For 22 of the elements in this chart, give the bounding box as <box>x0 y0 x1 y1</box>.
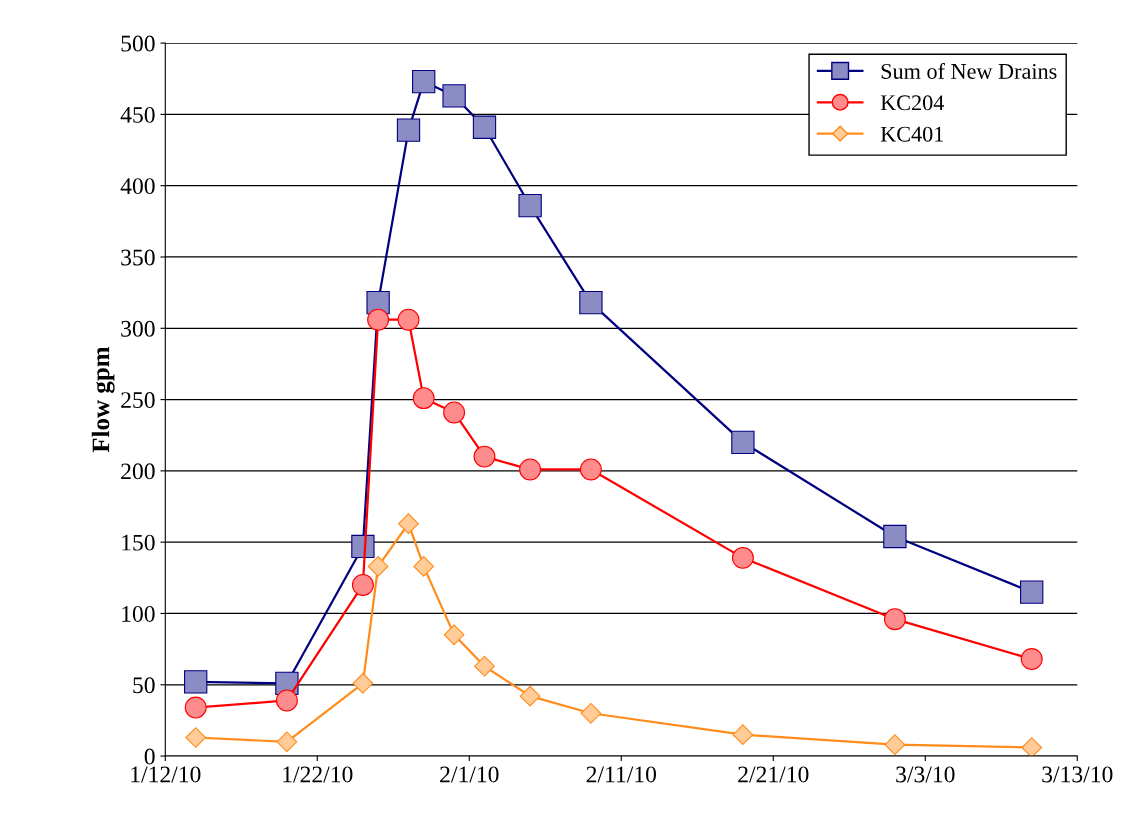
x-tick-label: 2/1/10 <box>440 766 499 783</box>
y-tick-label: 350 <box>121 249 155 266</box>
y-tick-label: 450 <box>120 106 155 123</box>
x-tick-label: 1/12/10 <box>131 766 201 783</box>
y-tick-label: 150 <box>122 534 155 551</box>
legend-label: Sum of New Drains <box>881 63 1057 79</box>
y-tick-label: 0 <box>144 748 155 765</box>
y-tick-label: 200 <box>121 463 155 480</box>
y-tick-label: 250 <box>121 392 155 408</box>
x-tick-label: 3/3/10 <box>896 766 955 783</box>
y-tick-label: 500 <box>121 35 155 52</box>
y-tick-label: 400 <box>120 178 155 195</box>
y-tick-label: 300 <box>121 320 155 337</box>
y-axis-title: Flow gpm <box>91 346 115 453</box>
x-tick-label: 3/13/10 <box>1042 766 1113 783</box>
y-tick-label: 100 <box>122 605 155 622</box>
y-tick-label: 50 <box>133 677 155 694</box>
legend-label: KC204 <box>880 95 945 111</box>
x-tick-label: 2/21/10 <box>738 766 809 783</box>
x-tick-label: 1/22/10 <box>283 766 353 783</box>
legend-label: KC401 <box>880 126 944 142</box>
x-tick-label: 2/11/10 <box>586 766 657 783</box>
